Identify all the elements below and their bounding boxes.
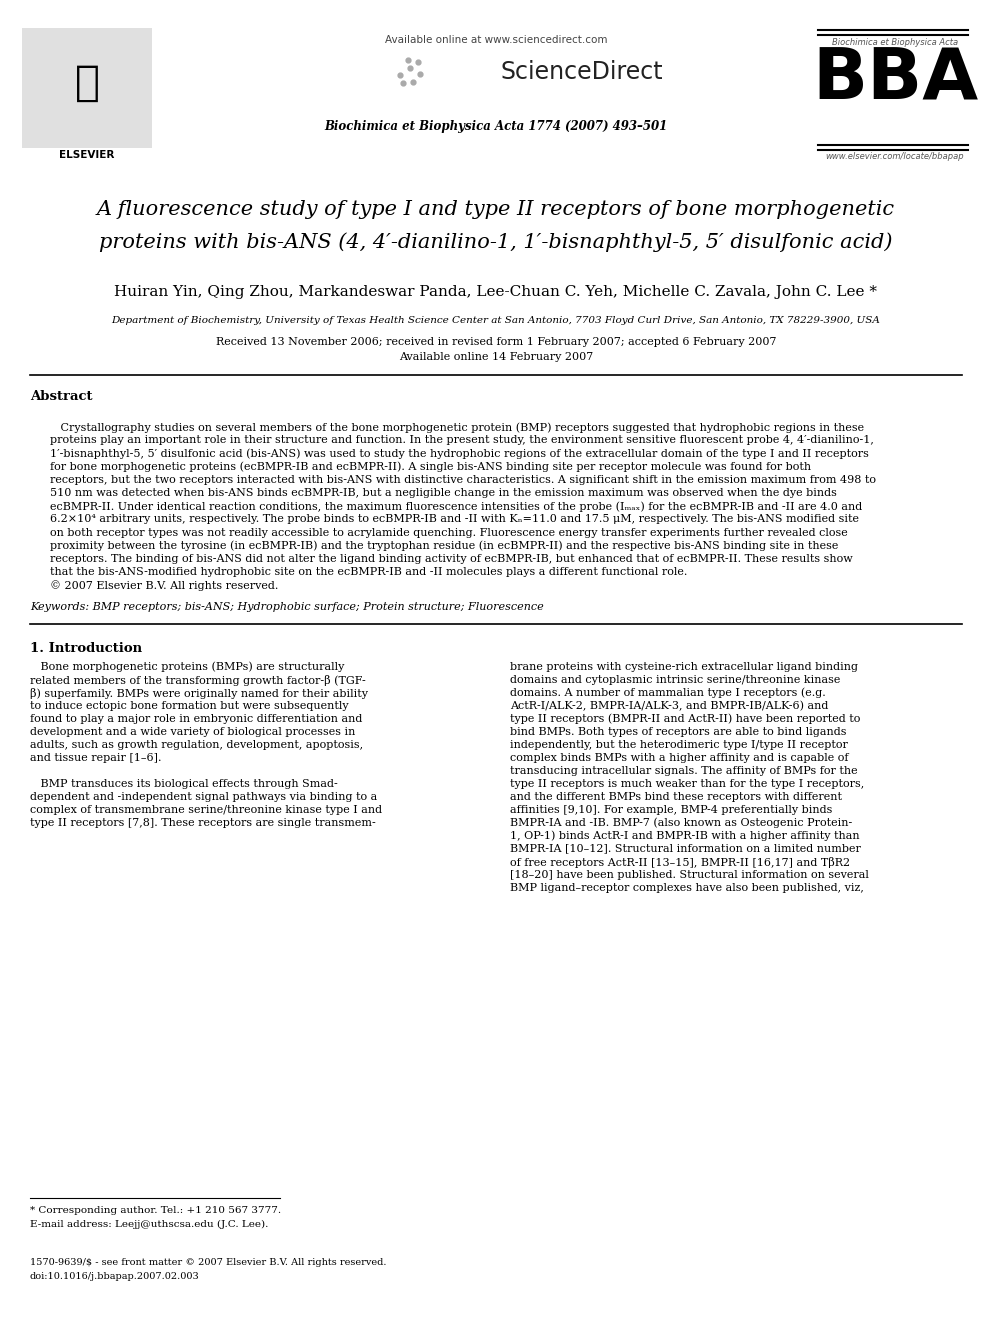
Text: 1570-9639/$ - see front matter © 2007 Elsevier B.V. All rights reserved.: 1570-9639/$ - see front matter © 2007 El… (30, 1258, 387, 1267)
Text: affinities [9,10]. For example, BMP-4 preferentially binds: affinities [9,10]. For example, BMP-4 pr… (510, 804, 832, 815)
Text: and the different BMPs bind these receptors with different: and the different BMPs bind these recept… (510, 791, 842, 802)
Text: E-mail address: Leejj@uthscsa.edu (J.C. Lee).: E-mail address: Leejj@uthscsa.edu (J.C. … (30, 1220, 269, 1229)
Text: BMPR-IA [10–12]. Structural information on a limited number: BMPR-IA [10–12]. Structural information … (510, 844, 861, 853)
Text: [18–20] have been published. Structural information on several: [18–20] have been published. Structural … (510, 869, 869, 880)
Text: ecBMPR-II. Under identical reaction conditions, the maximum fluorescence intensi: ecBMPR-II. Under identical reaction cond… (50, 501, 862, 512)
Text: brane proteins with cysteine-rich extracellular ligand binding: brane proteins with cysteine-rich extrac… (510, 662, 858, 672)
Text: type II receptors [7,8]. These receptors are single transmem-: type II receptors [7,8]. These receptors… (30, 818, 376, 828)
Bar (22, 28, 152, 148)
Text: independently, but the heterodimeric type I/type II receptor: independently, but the heterodimeric typ… (510, 740, 848, 750)
Text: proximity between the tyrosine (in ecBMPR-IB) and the tryptophan residue (in ecB: proximity between the tyrosine (in ecBMP… (50, 541, 838, 552)
Text: 6.2×10⁴ arbitrary units, respectively. The probe binds to ecBMPR-IB and -II with: 6.2×10⁴ arbitrary units, respectively. T… (50, 515, 859, 524)
Text: receptors. The binding of bis-ANS did not alter the ligand binding activity of e: receptors. The binding of bis-ANS did no… (50, 554, 853, 564)
Text: Abstract: Abstract (30, 390, 92, 404)
Text: for bone morphogenetic proteins (ecBMPR-IB and ecBMPR-II). A single bis-ANS bind: for bone morphogenetic proteins (ecBMPR-… (50, 462, 811, 472)
Text: * Corresponding author. Tel.: +1 210 567 3777.: * Corresponding author. Tel.: +1 210 567… (30, 1207, 281, 1215)
Text: Huiran Yin, Qing Zhou, Markandeswar Panda, Lee-Chuan C. Yeh, Michelle C. Zavala,: Huiran Yin, Qing Zhou, Markandeswar Pand… (114, 284, 878, 299)
Text: type II receptors is much weaker than for the type I receptors,: type II receptors is much weaker than fo… (510, 779, 864, 789)
Text: transducing intracellular signals. The affinity of BMPs for the: transducing intracellular signals. The a… (510, 766, 858, 775)
Text: dependent and -independent signal pathways via binding to a: dependent and -independent signal pathwa… (30, 791, 377, 802)
Text: domains. A number of mammalian type I receptors (e.g.: domains. A number of mammalian type I re… (510, 688, 825, 699)
Text: bind BMPs. Both types of receptors are able to bind ligands: bind BMPs. Both types of receptors are a… (510, 726, 846, 737)
Text: BMPR-IA and -IB. BMP-7 (also known as Osteogenic Protein-: BMPR-IA and -IB. BMP-7 (also known as Os… (510, 818, 852, 828)
Text: β) superfamily. BMPs were originally named for their ability: β) superfamily. BMPs were originally nam… (30, 688, 368, 699)
Text: type II receptors (BMPR-II and ActR-II) have been reported to: type II receptors (BMPR-II and ActR-II) … (510, 713, 860, 724)
Text: adults, such as growth regulation, development, apoptosis,: adults, such as growth regulation, devel… (30, 740, 363, 750)
Text: doi:10.1016/j.bbapap.2007.02.003: doi:10.1016/j.bbapap.2007.02.003 (30, 1271, 199, 1281)
Text: of free receptors ActR-II [13–15], BMPR-II [16,17] and TβR2: of free receptors ActR-II [13–15], BMPR-… (510, 856, 850, 868)
Text: BMP ligand–receptor complexes have also been published, viz,: BMP ligand–receptor complexes have also … (510, 882, 864, 893)
Text: Available online at www.sciencedirect.com: Available online at www.sciencedirect.co… (385, 34, 607, 45)
Text: Received 13 November 2006; received in revised form 1 February 2007; accepted 6 : Received 13 November 2006; received in r… (215, 337, 777, 347)
Text: on both receptor types was not readily accessible to acrylamide quenching. Fluor: on both receptor types was not readily a… (50, 528, 848, 537)
Text: © 2007 Elsevier B.V. All rights reserved.: © 2007 Elsevier B.V. All rights reserved… (50, 581, 279, 591)
Text: found to play a major role in embryonic differentiation and: found to play a major role in embryonic … (30, 713, 362, 724)
Text: 510 nm was detected when bis-ANS binds ecBMPR-IB, but a negligible change in the: 510 nm was detected when bis-ANS binds e… (50, 488, 837, 497)
Text: 🌿: 🌿 (74, 62, 99, 105)
Text: BBA: BBA (811, 45, 978, 114)
Text: Biochimica et Biophysica Acta: Biochimica et Biophysica Acta (832, 38, 958, 48)
Text: proteins with bis-ANS (4, 4′-dianilino-1, 1′-bisnaphthyl-5, 5′ disulfonic acid): proteins with bis-ANS (4, 4′-dianilino-1… (99, 232, 893, 251)
Text: Bone morphogenetic proteins (BMPs) are structurally: Bone morphogenetic proteins (BMPs) are s… (30, 662, 344, 672)
Text: Keywords: BMP receptors; bis-ANS; Hydrophobic surface; Protein structure; Fluore: Keywords: BMP receptors; bis-ANS; Hydrop… (30, 602, 544, 611)
Text: receptors, but the two receptors interacted with bis-ANS with distinctive charac: receptors, but the two receptors interac… (50, 475, 876, 484)
Text: Department of Biochemistry, University of Texas Health Science Center at San Ant: Department of Biochemistry, University o… (111, 316, 881, 325)
Text: Available online 14 February 2007: Available online 14 February 2007 (399, 352, 593, 363)
Text: proteins play an important role in their structure and function. In the present : proteins play an important role in their… (50, 435, 874, 446)
Text: development and a wide variety of biological processes in: development and a wide variety of biolog… (30, 726, 355, 737)
Text: ActR-I/ALK-2, BMPR-IA/ALK-3, and BMPR-IB/ALK-6) and: ActR-I/ALK-2, BMPR-IA/ALK-3, and BMPR-IB… (510, 701, 828, 710)
Text: Biochimica et Biophysica Acta 1774 (2007) 493–501: Biochimica et Biophysica Acta 1774 (2007… (324, 120, 668, 134)
Text: ELSEVIER: ELSEVIER (60, 149, 115, 160)
Text: ScienceDirect: ScienceDirect (500, 60, 663, 83)
Text: to induce ectopic bone formation but were subsequently: to induce ectopic bone formation but wer… (30, 701, 348, 710)
Text: BMP transduces its biological effects through Smad-: BMP transduces its biological effects th… (30, 779, 337, 789)
Text: that the bis-ANS-modified hydrophobic site on the ecBMPR-IB and -II molecules pl: that the bis-ANS-modified hydrophobic si… (50, 568, 687, 577)
Text: complex binds BMPs with a higher affinity and is capable of: complex binds BMPs with a higher affinit… (510, 753, 848, 762)
Text: domains and cytoplasmic intrinsic serine/threonine kinase: domains and cytoplasmic intrinsic serine… (510, 675, 840, 684)
Text: 1. Introduction: 1. Introduction (30, 642, 142, 655)
Text: 1, OP-1) binds ActR-I and BMPR-IB with a higher affinity than: 1, OP-1) binds ActR-I and BMPR-IB with a… (510, 831, 860, 841)
Text: Crystallography studies on several members of the bone morphogenetic protein (BM: Crystallography studies on several membe… (50, 422, 864, 433)
Text: and tissue repair [1–6].: and tissue repair [1–6]. (30, 753, 162, 762)
Text: 1′-bisnaphthyl-5, 5′ disulfonic acid (bis-ANS) was used to study the hydrophobic: 1′-bisnaphthyl-5, 5′ disulfonic acid (bi… (50, 448, 869, 459)
Text: www.elsevier.com/locate/bbapap: www.elsevier.com/locate/bbapap (825, 152, 964, 161)
Text: related members of the transforming growth factor-β (TGF-: related members of the transforming grow… (30, 675, 366, 685)
Text: complex of transmembrane serine/threonine kinase type I and: complex of transmembrane serine/threonin… (30, 804, 382, 815)
Text: A fluorescence study of type I and type II receptors of bone morphogenetic: A fluorescence study of type I and type … (97, 200, 895, 220)
